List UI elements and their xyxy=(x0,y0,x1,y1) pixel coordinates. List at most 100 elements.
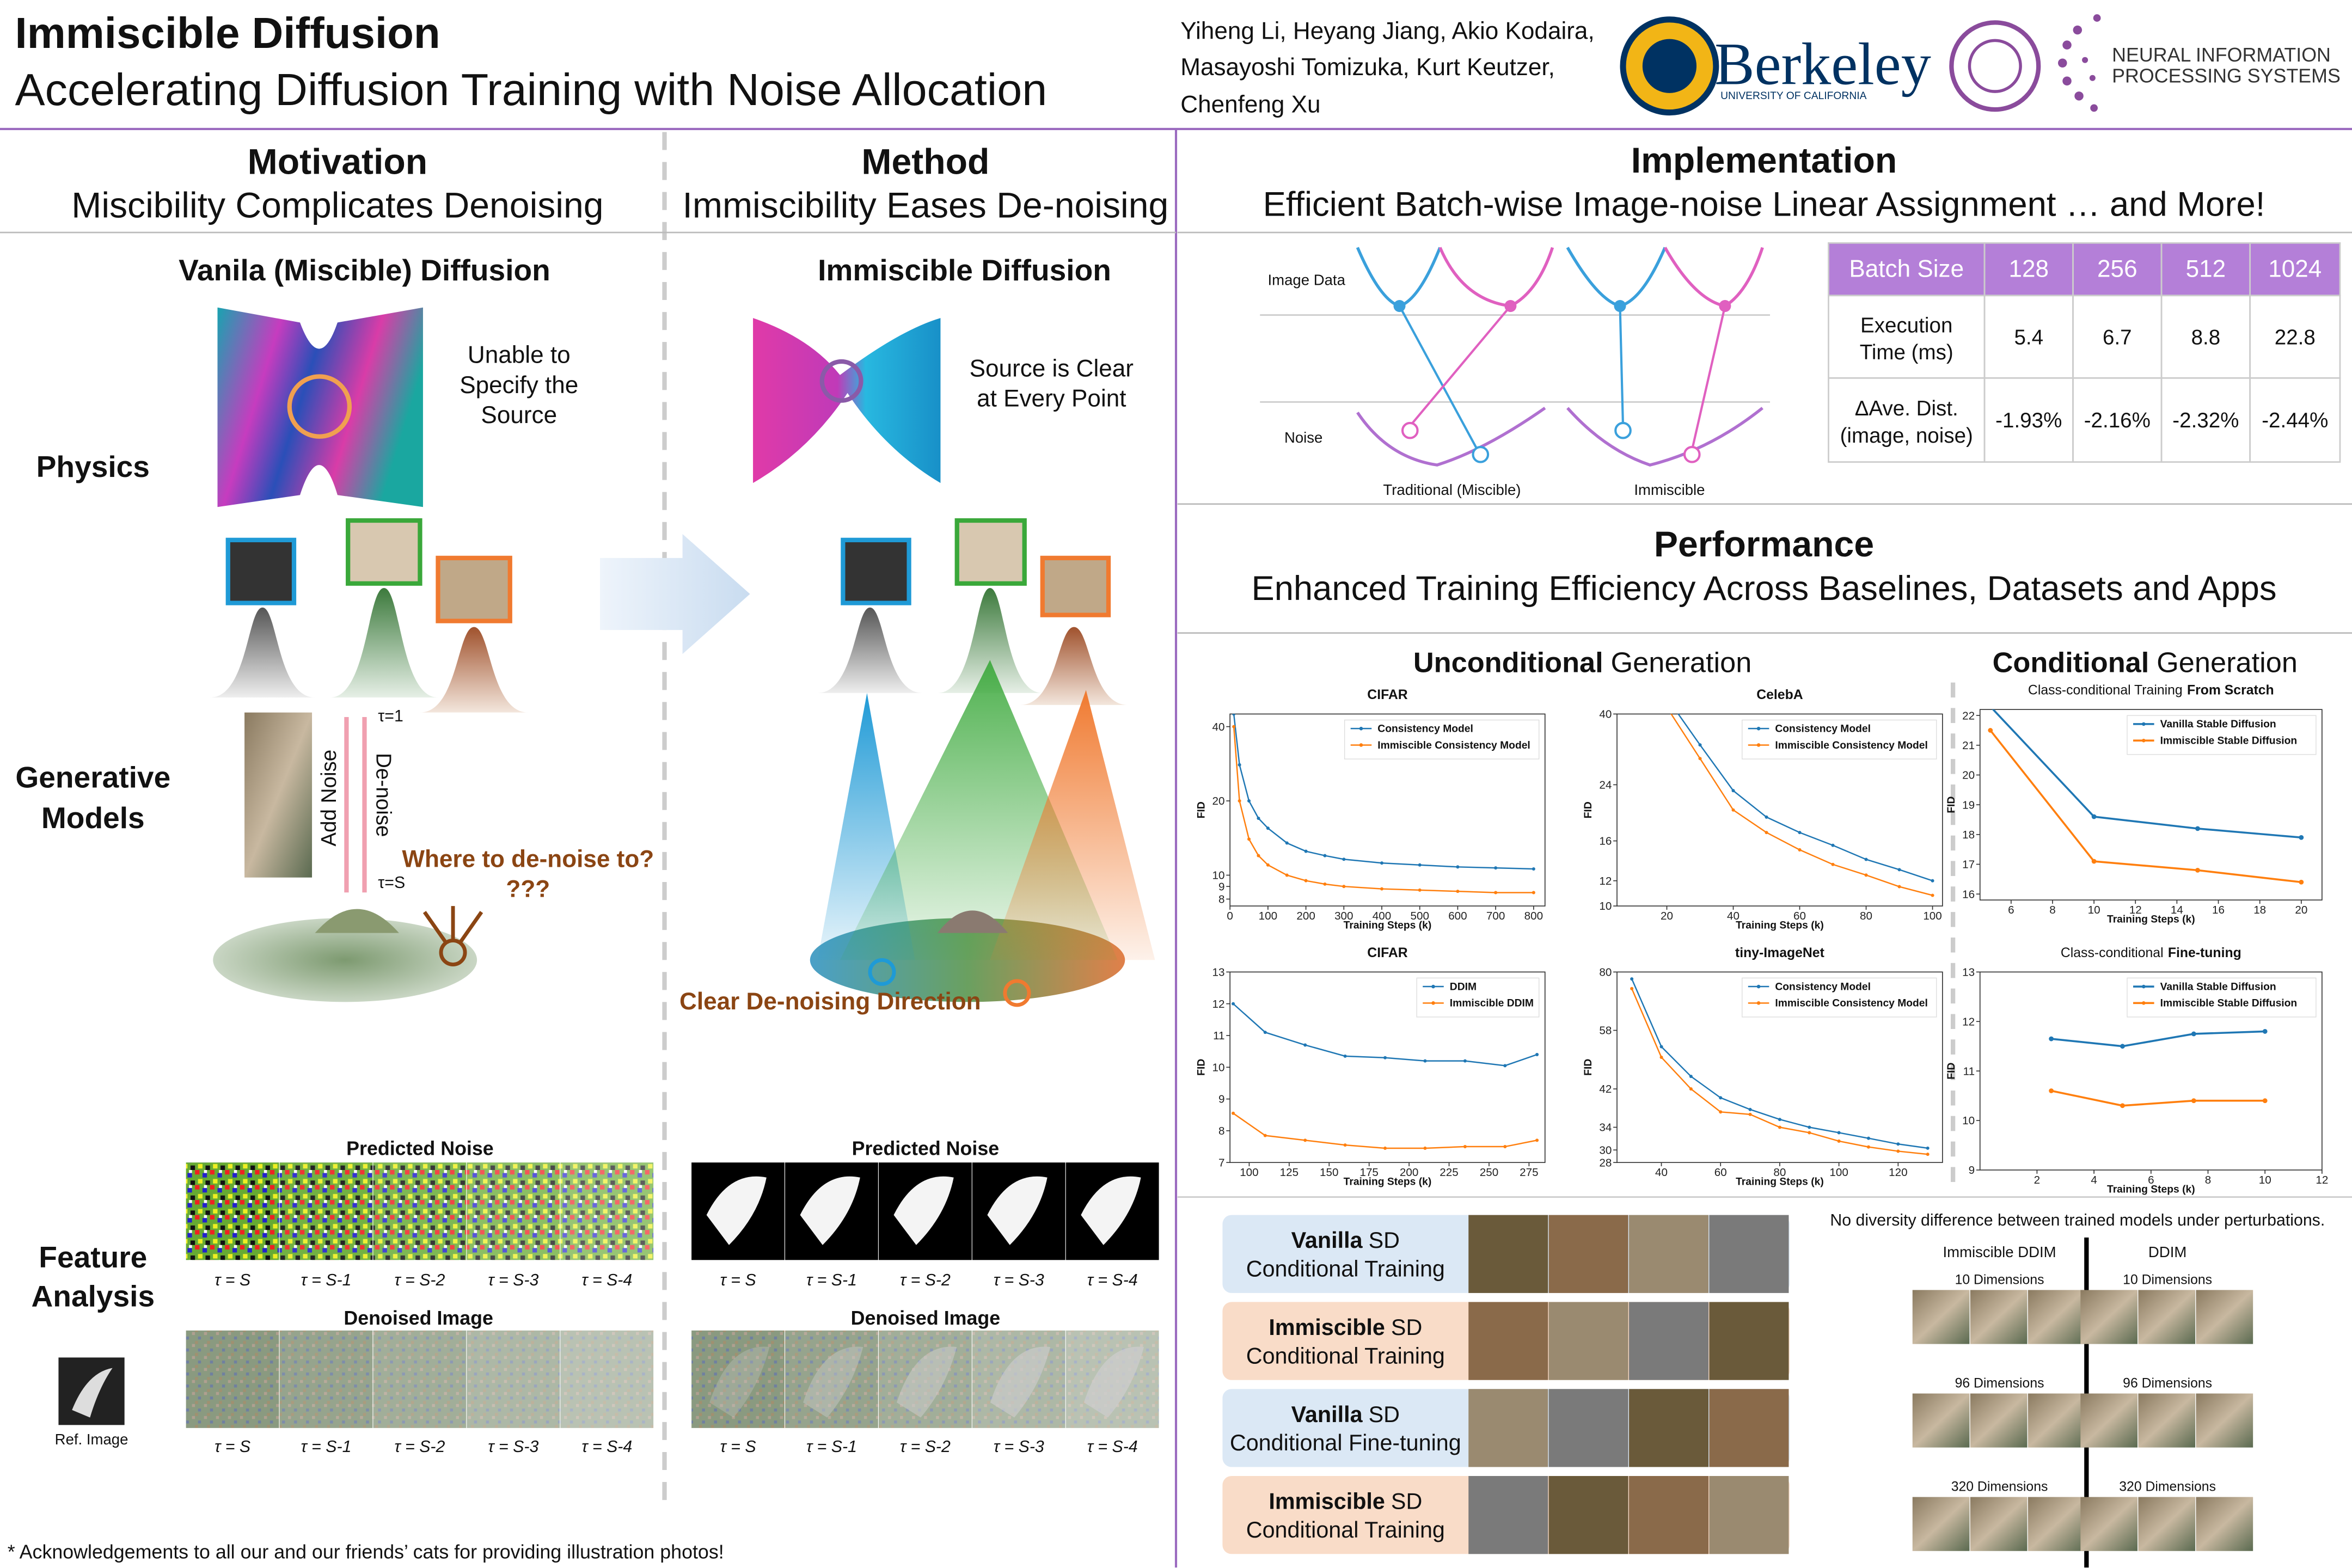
series-point xyxy=(1630,977,1634,981)
chart: CIFAR Training Steps (k) FID 0 100 200 300 400 5… xyxy=(1196,688,1546,931)
sd-row-title: Vanilla SD xyxy=(1291,1402,1400,1427)
berkeley-sub: UNIVERSITY OF CALIFORNIA xyxy=(1720,90,1866,102)
legend-box xyxy=(2127,977,2317,1018)
y-axis-label: FID xyxy=(1196,801,1207,818)
series-point xyxy=(1323,882,1327,886)
denoised-tile xyxy=(373,1330,467,1428)
table-text: -2.16% xyxy=(2084,409,2151,432)
x-tick-label: 12 xyxy=(2316,1174,2328,1186)
series-point xyxy=(1303,1043,1307,1047)
sd-row-title: Immiscible SD xyxy=(1269,1489,1422,1514)
series-point xyxy=(1866,1136,1871,1140)
diagram-label: Image Data xyxy=(1267,271,1345,288)
ambiguous-arrows xyxy=(422,906,483,966)
authors: Chenfeng Xu xyxy=(1180,91,1320,118)
series-point xyxy=(2191,1031,2196,1037)
x-tick-label: 4 xyxy=(2091,1174,2097,1186)
x-axis-label: Training Steps (k) xyxy=(2107,1184,2195,1195)
x-tick-label: 14 xyxy=(2171,904,2183,916)
series-point xyxy=(1748,1112,1752,1116)
tile-title: Predicted Noise xyxy=(346,1137,494,1159)
tau-label: τ = S xyxy=(215,1271,250,1289)
x-tick-label: 700 xyxy=(1486,910,1505,922)
row-label: Generative xyxy=(15,760,170,794)
y-tick-label: 17 xyxy=(1962,859,1975,871)
legend-label: Consistency Model xyxy=(1775,723,1871,734)
tau-label: τ = S-2 xyxy=(394,1438,445,1456)
series-point xyxy=(1304,849,1308,853)
series-point xyxy=(1659,1045,1663,1049)
noise-shape xyxy=(987,1176,1048,1245)
series-point xyxy=(1719,1110,1723,1114)
series-point xyxy=(1503,1064,1507,1068)
series-point xyxy=(2049,1036,2054,1042)
series-point xyxy=(1247,837,1251,841)
x-tick-label: 6 xyxy=(2008,904,2014,916)
series-point xyxy=(1383,1056,1387,1059)
y-tick-label: 8 xyxy=(1218,893,1225,906)
sd-row-sub: Conditional Training xyxy=(1246,1517,1445,1542)
sd-row-title: Immiscible SD xyxy=(1269,1315,1422,1340)
chart-title-text: Class-conditional xyxy=(2061,946,2164,960)
series-point xyxy=(2120,1044,2125,1049)
legend-label: Vanilla Stable Diffusion xyxy=(2160,719,2276,730)
x-tick-label: 225 xyxy=(1440,1166,1458,1179)
series-point xyxy=(1837,1139,1841,1143)
sample-tile xyxy=(2196,1497,2253,1551)
series-point xyxy=(1494,866,1498,870)
sd-row-rest: SD xyxy=(1369,1402,1400,1427)
chart-title-bold: Fine-tuning xyxy=(2168,946,2241,960)
sd-row-rest: SD xyxy=(1391,1315,1422,1340)
series-point xyxy=(1266,863,1270,867)
legend-label: Immiscible Consistency Model xyxy=(1377,740,1530,751)
table-cell xyxy=(2249,377,2341,463)
legend-box xyxy=(2127,715,2317,755)
series-line xyxy=(2051,1030,2265,1048)
y-tick-label: 20 xyxy=(1212,795,1225,807)
table-text: (image, noise) xyxy=(1840,424,1973,448)
x-tick-label: 100 xyxy=(1259,910,1277,922)
sd-row-sub: Conditional Training xyxy=(1246,1257,1445,1282)
x-tick-label: 6 xyxy=(2148,1174,2154,1186)
tau-label: τ = S-4 xyxy=(581,1438,632,1456)
series-point xyxy=(1765,815,1768,819)
direction-label: Clear De-noising Direction xyxy=(679,988,981,1015)
series-point xyxy=(1456,865,1460,869)
sample-image xyxy=(1548,1215,1628,1293)
series-point xyxy=(1232,714,1236,716)
series-line xyxy=(1233,726,1534,893)
poster-title: Immiscible Diffusion xyxy=(15,9,440,57)
y-tick-label: 7 xyxy=(1218,1156,1225,1169)
series-point xyxy=(1778,1125,1781,1129)
series-point xyxy=(1926,1146,1930,1150)
legend-dot xyxy=(1431,1001,1435,1005)
y-tick-label: 13 xyxy=(1962,966,1975,978)
tau-label: τ = S-3 xyxy=(488,1438,538,1456)
series-point xyxy=(1247,799,1251,803)
panel-title: Vanila (Miscible) Diffusion xyxy=(179,253,550,287)
sd-row-bold: Vanilla xyxy=(1291,1402,1363,1427)
tile-title: Denoised Image xyxy=(344,1307,493,1329)
series-point xyxy=(1535,1138,1539,1142)
y-axis-label: FID xyxy=(1583,1059,1594,1076)
x-axis-label: Training Steps (k) xyxy=(1344,1177,1432,1188)
cat-distributions xyxy=(210,518,1128,713)
ref-image-shape xyxy=(72,1368,113,1418)
sample-tile xyxy=(2196,1393,2253,1448)
row-label: Models xyxy=(41,801,145,835)
series-point xyxy=(2195,826,2200,831)
legend-box xyxy=(1416,977,1540,1018)
sample-image xyxy=(1468,1389,1548,1467)
dimension-label: 10 Dimensions xyxy=(2123,1272,2212,1287)
tau-label: τ = S-1 xyxy=(806,1438,857,1456)
series-point xyxy=(1238,763,1241,767)
noise-shape xyxy=(800,1176,860,1245)
neurips-text: PROCESSING SYSTEMS xyxy=(2112,65,2341,87)
chart: tiny-ImageNet Training Steps (k) FID 40 60 80… xyxy=(1583,946,1943,1188)
sd-row-rest: SD xyxy=(1391,1489,1422,1514)
series-point xyxy=(1532,891,1535,895)
x-tick-label: 60 xyxy=(1793,910,1806,922)
y-tick-label: 16 xyxy=(1599,835,1612,848)
noise-shape xyxy=(893,1176,954,1245)
